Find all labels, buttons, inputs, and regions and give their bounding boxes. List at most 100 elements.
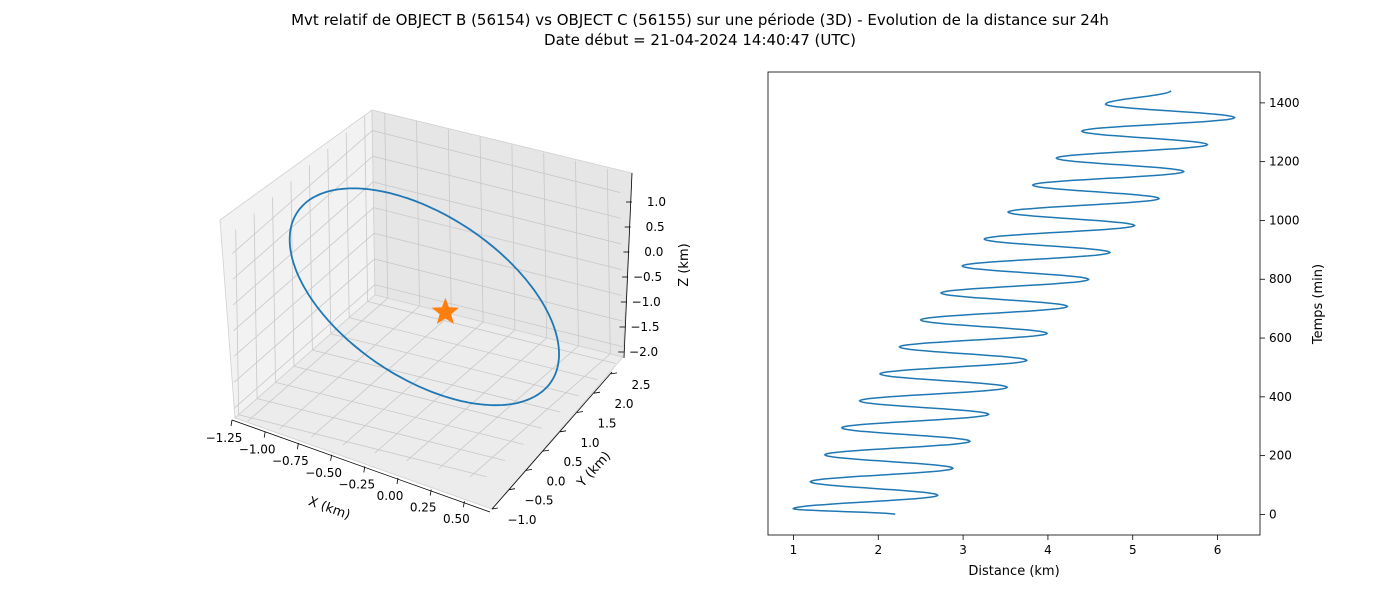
grid-line — [234, 284, 376, 409]
grid-line — [275, 382, 524, 445]
z-tick-label: 1.0 — [647, 195, 666, 209]
y-tick-label: 1.5 — [597, 417, 616, 431]
x-tick — [429, 489, 432, 496]
grid-line — [308, 165, 313, 351]
ticks3d: −1.25−1.00−0.75−0.50−0.250.00 0.25 0.50 −1.… — [206, 195, 666, 527]
grid-line — [345, 132, 350, 318]
figure-title: Mvt relatif de OBJECT B (56154) vs OBJEC… — [291, 11, 1109, 29]
grid-line — [511, 144, 516, 330]
x-tick-label: −0.25 — [338, 477, 375, 491]
grid-line — [447, 129, 452, 315]
x-tick — [363, 466, 366, 473]
z-axis-label: Z (km) — [677, 243, 692, 286]
plot2d: 1 2 3 4 5 6 0 200 400 600 800 1000 1200 1400 Distance… — [767, 71, 1326, 579]
grid-line — [606, 168, 611, 354]
grid-line — [232, 155, 374, 280]
z-tick-label: 0.0 — [644, 245, 663, 259]
x-tick-label: −1.00 — [239, 443, 276, 457]
grid-line — [406, 337, 547, 462]
grid-line — [290, 181, 295, 367]
x-tick-label: 0.25 — [410, 501, 437, 515]
y-axis-line — [491, 371, 613, 510]
grid-line — [257, 398, 506, 461]
grid-line — [575, 160, 579, 346]
z-tick-label: −1.0 — [632, 295, 661, 309]
y-tick — [525, 469, 533, 471]
y-tick-label: 2.5 — [631, 378, 650, 392]
grid-line — [232, 130, 373, 254]
x-tick — [263, 431, 266, 438]
time-tick-label: 600 — [1269, 331, 1292, 345]
x-tick-label: −0.50 — [305, 466, 342, 480]
grid-line — [374, 258, 623, 322]
grid-line — [235, 229, 240, 415]
time-tick-label: 1200 — [1269, 155, 1300, 169]
grid-line — [470, 353, 611, 478]
grid-line — [384, 113, 389, 299]
distance-tick-label: 6 — [1214, 543, 1222, 557]
grid-line — [233, 207, 374, 331]
x-tick — [463, 501, 465, 508]
time-axis-label: Temps (min) — [1311, 264, 1326, 345]
orbit-line — [288, 187, 560, 407]
grid-line — [374, 329, 516, 454]
distance-tick-label: 3 — [959, 543, 967, 557]
grid-line — [372, 130, 621, 193]
grid-line — [327, 148, 332, 334]
y-tick — [542, 449, 550, 452]
distance-tick-label: 4 — [1044, 543, 1052, 557]
x-tick-label: −0.75 — [272, 454, 309, 468]
y-tick — [491, 507, 499, 510]
y-tick — [610, 372, 618, 375]
y-tick-label: −1.0 — [507, 513, 536, 527]
y-tick-label: 0.0 — [546, 474, 565, 488]
figure-subtitle: Date début = 21-04-2024 14:40:47 (UTC) — [544, 31, 856, 49]
x-tick — [230, 419, 233, 427]
grid-line — [373, 207, 622, 271]
x-axis-line — [231, 419, 491, 513]
distance-line — [791, 90, 1236, 516]
grid-line — [293, 365, 543, 429]
grid-line — [349, 317, 598, 381]
y-tick-label: −0.5 — [524, 494, 553, 508]
grid-line — [373, 181, 622, 245]
grid-line — [416, 121, 420, 307]
grid-line — [247, 297, 388, 422]
grid-line — [438, 345, 579, 470]
grid-line — [543, 152, 548, 338]
time-tick-label: 0 — [1269, 507, 1277, 521]
star-marker — [431, 297, 460, 324]
time-tick-label: 800 — [1269, 272, 1292, 286]
y-tick — [593, 391, 601, 394]
ticks2d: 1 2 3 4 5 6 0 200 400 600 800 1000 1200 1400 — [790, 96, 1300, 557]
y-tick-label: 0.5 — [563, 455, 582, 469]
z-tick-label: 0.5 — [646, 220, 665, 234]
grid-line — [373, 232, 623, 296]
y-tick-label: 1.0 — [580, 436, 599, 450]
x-tick — [330, 454, 332, 461]
grid-line — [311, 313, 452, 438]
grid-line — [364, 116, 369, 302]
grid-line — [330, 333, 579, 397]
z-tick-label: −2.0 — [629, 345, 658, 359]
time-tick-label: 200 — [1269, 449, 1292, 463]
y-tick — [508, 488, 516, 491]
distance-axis-label: Distance (km) — [968, 564, 1059, 579]
grid-line — [372, 155, 621, 219]
distance-tick-label: 2 — [874, 543, 882, 557]
distance-tick-label: 5 — [1129, 543, 1137, 557]
y-tick — [559, 430, 567, 433]
y-tick-label: 2.0 — [614, 397, 633, 411]
x-tick-label: 0.00 — [377, 489, 404, 503]
x-tick-label: 0.50 — [443, 512, 470, 526]
time-tick-label: 1400 — [1269, 96, 1300, 110]
z-tick-label: −0.5 — [633, 270, 662, 284]
time-tick-label: 400 — [1269, 390, 1292, 404]
x-axis-label: X (km) — [306, 494, 352, 523]
y-tick — [576, 411, 584, 413]
grid-line — [367, 301, 616, 364]
distance-tick-label: 1 — [790, 543, 798, 557]
grid-line — [479, 137, 484, 323]
grid-line — [374, 284, 623, 348]
x-tick — [297, 443, 299, 450]
